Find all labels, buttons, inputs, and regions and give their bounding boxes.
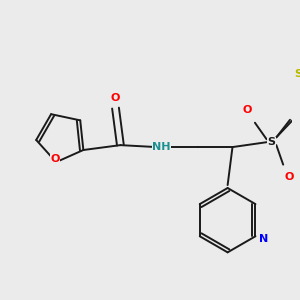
Text: O: O <box>242 105 252 115</box>
Text: S: S <box>294 69 300 79</box>
Text: S: S <box>268 137 275 147</box>
Text: O: O <box>111 93 120 103</box>
Text: O: O <box>284 172 294 182</box>
Text: N: N <box>259 234 268 244</box>
Text: NH: NH <box>152 142 171 152</box>
Text: O: O <box>50 154 60 164</box>
